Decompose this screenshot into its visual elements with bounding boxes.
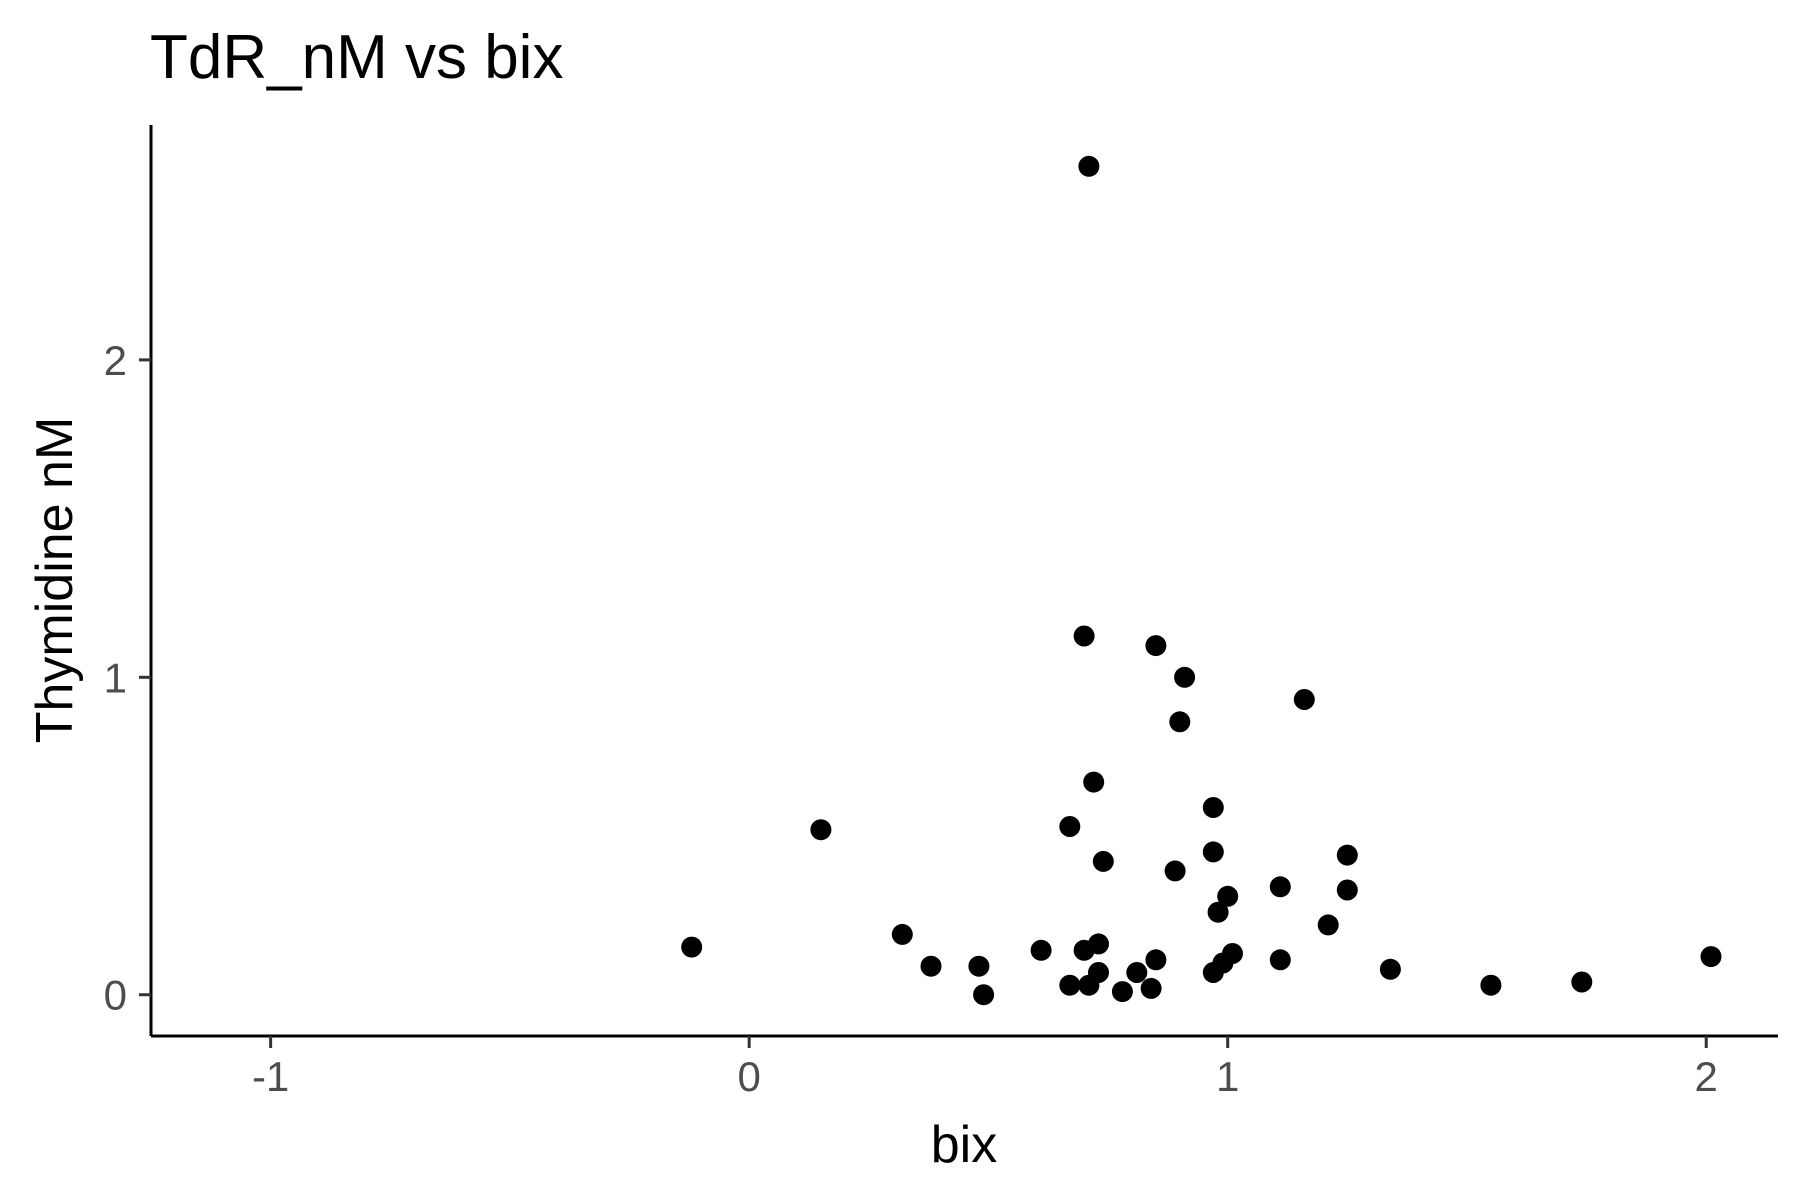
data-point-12 — [1092, 850, 1114, 872]
data-point-15 — [1336, 879, 1358, 901]
data-point-31 — [1379, 958, 1401, 980]
data-point-34 — [1202, 962, 1224, 983]
data-point-37 — [1078, 974, 1100, 996]
data-point-10 — [1202, 841, 1224, 863]
data-point-39 — [1111, 981, 1133, 1003]
x-tick-label-3: 2 — [1695, 1053, 1718, 1100]
y-tick-label-1: 1 — [104, 654, 127, 701]
data-point-30 — [968, 955, 990, 977]
data-point-5 — [1169, 711, 1191, 733]
data-point-17 — [1207, 901, 1229, 923]
data-point-36 — [1059, 974, 1081, 996]
y-ticks-layer: 0 1 2 — [104, 337, 151, 1019]
data-point-18 — [1317, 914, 1339, 936]
data-point-2 — [1145, 635, 1167, 657]
data-point-16 — [1217, 885, 1239, 907]
data-point-3 — [1174, 666, 1196, 688]
data-point-23 — [1088, 933, 1109, 955]
data-point-11 — [1336, 844, 1358, 866]
x-axis-title: bix — [931, 1116, 997, 1174]
data-point-27 — [1269, 949, 1291, 971]
y-tick-label-0: 0 — [104, 972, 127, 1019]
points-layer — [681, 155, 1722, 1006]
data-point-1 — [1073, 625, 1095, 647]
data-point-38 — [1480, 974, 1502, 996]
data-point-41 — [973, 984, 995, 1006]
x-tick-label-1: 0 — [737, 1053, 760, 1100]
data-point-26 — [1145, 949, 1167, 971]
data-point-4 — [1293, 689, 1315, 710]
data-point-25 — [1700, 946, 1722, 968]
data-point-13 — [1164, 860, 1186, 882]
x-tick-label-2: 1 — [1216, 1053, 1239, 1100]
data-point-14 — [1269, 876, 1291, 898]
data-point-21 — [1030, 939, 1052, 961]
data-point-8 — [810, 819, 832, 841]
y-axis-title: Thymidine nM — [26, 417, 84, 744]
data-point-0 — [1078, 155, 1100, 177]
data-point-29 — [920, 955, 942, 977]
data-point-20 — [681, 936, 703, 958]
data-point-9 — [1059, 816, 1081, 837]
y-tick-label-2: 2 — [104, 337, 127, 384]
chart-title: TdR_nM vs bix — [150, 23, 563, 92]
data-point-7 — [1202, 797, 1224, 818]
data-point-19 — [891, 923, 913, 945]
data-point-35 — [1571, 971, 1593, 993]
x-ticks-layer: -1 0 1 2 — [252, 1036, 1718, 1100]
data-point-6 — [1083, 771, 1105, 793]
data-point-33 — [1126, 962, 1148, 983]
x-tick-label-0: -1 — [252, 1053, 289, 1100]
data-point-40 — [1140, 977, 1162, 999]
